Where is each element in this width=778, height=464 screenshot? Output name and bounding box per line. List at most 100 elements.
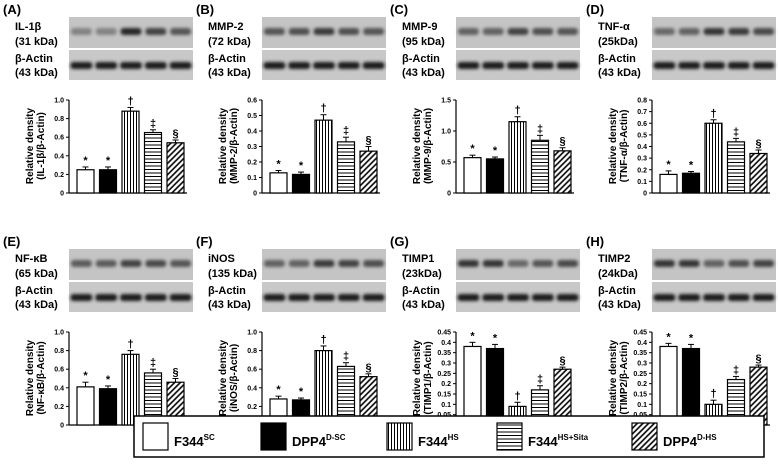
y-tick-label: 0.3	[637, 156, 647, 163]
panel-6: (F)iNOS(135 kDa)β-Actin(43 kDa)00.20.40.…	[196, 234, 386, 430]
y-tick-label: 0.2	[54, 172, 64, 179]
protein-band	[753, 28, 775, 35]
y-tick-label: 0.6	[247, 98, 257, 105]
y-axis-label: Relative density (TNF-α/β-Actin)	[608, 107, 630, 184]
protein-band	[557, 28, 579, 35]
actin-band	[362, 294, 385, 301]
actin-band	[169, 294, 192, 301]
significance-mark: †	[127, 95, 133, 107]
bar	[485, 158, 505, 194]
legend-label: DPP4D-SC	[292, 433, 346, 449]
bar	[336, 141, 356, 194]
actin-band	[531, 294, 554, 301]
y-tick-label: 0.2	[637, 167, 647, 174]
actin-kda: (43 kDa)	[402, 67, 445, 79]
y-axis-label-line2: (MMP-9/β-Actin)	[423, 108, 434, 184]
significance-mark: †	[514, 390, 520, 402]
actin-band	[120, 62, 142, 69]
protein-band	[557, 260, 579, 267]
y-tick-label: 1.0	[441, 129, 451, 136]
y-tick-label: 0.7	[637, 109, 647, 116]
legend-label-sup: D-SC	[326, 433, 346, 442]
bar	[659, 173, 678, 194]
actin-band	[337, 294, 360, 301]
protein-band	[507, 28, 529, 35]
protein-kda: (25kDa)	[598, 36, 638, 48]
y-axis-label: Relative density (MMP-2/β-Actin)	[218, 107, 240, 184]
actin-band	[457, 294, 480, 301]
significance-mark: ‡	[733, 126, 739, 138]
protein-band	[482, 260, 504, 267]
y-axis-label-line2: (TIMP1/β-Actin)	[423, 341, 434, 414]
protein-label: MMP-2	[208, 21, 243, 33]
y-tick-label: 0.8	[637, 98, 647, 105]
significance-mark: §	[365, 362, 371, 374]
protein-label: iNOS	[208, 253, 235, 265]
protein-band	[728, 260, 750, 267]
bar	[659, 345, 678, 426]
significance-mark: †	[514, 105, 520, 117]
significance-mark: *	[493, 145, 498, 157]
legend-label-base: F344	[418, 434, 448, 449]
legend-label: F344SC	[174, 433, 215, 449]
bar	[463, 157, 482, 194]
bar	[98, 388, 118, 426]
bar	[359, 150, 378, 194]
significance-mark: *	[666, 331, 671, 343]
y-tick-label: 0.3	[247, 144, 257, 151]
bar	[726, 141, 746, 194]
significance-mark: ‡	[343, 351, 349, 363]
bar	[76, 386, 95, 426]
actin-band	[144, 62, 167, 69]
panel-letter: (D)	[586, 2, 604, 17]
protein-band	[507, 260, 529, 267]
y-axis-label-line1: Relative density	[218, 339, 229, 416]
actin-band	[288, 62, 311, 69]
actin-band	[120, 294, 142, 301]
panel-letter: (E)	[3, 234, 20, 249]
bar	[98, 169, 118, 194]
y-axis-label: Relative density (IL-1β/β-Actin)	[25, 107, 47, 184]
protein-band	[678, 28, 700, 35]
protein-band	[338, 260, 360, 267]
actin-label: β-Actin	[598, 285, 636, 297]
panel-2: (B) MMP-2 (72 kDa) β-Actin (43 kDa) 0 0.1 0.2 0.…	[196, 2, 386, 198]
legend-label-base: DPP4	[663, 434, 698, 449]
panel-7: (G)TIMP1(23kDa)β-Actin(43 kDa)00.050.10.…	[390, 234, 580, 430]
significance-mark: *	[666, 159, 671, 171]
significance-mark: †	[127, 339, 133, 351]
y-tick-label: 0.2	[247, 160, 257, 167]
significance-mark: §	[365, 135, 371, 147]
bar	[143, 131, 163, 194]
y-axis-label: Relative density (TIMP1/β-Actin)	[412, 339, 434, 416]
bar	[553, 150, 572, 194]
actin-band	[362, 62, 385, 69]
y-tick-label: 0	[60, 191, 64, 198]
protein-kda: (135 kDa)	[208, 268, 257, 280]
significance-mark: *	[276, 384, 281, 396]
protein-band	[653, 28, 675, 35]
protein-label: TNF-α	[598, 21, 630, 33]
actin-label: β-Actin	[598, 53, 636, 65]
actin-band	[95, 294, 118, 301]
significance-mark: *	[83, 155, 88, 167]
protein-band	[170, 260, 192, 267]
y-tick-label: 0.1	[247, 175, 257, 182]
significance-mark: †	[320, 103, 326, 115]
significance-mark: *	[689, 332, 694, 344]
y-axis-label-line1: Relative density	[412, 107, 423, 184]
y-axis-label: Relative density (MMP-9/β-Actin)	[412, 107, 434, 184]
significance-mark: †	[710, 108, 716, 120]
significance-mark: ‡	[150, 357, 156, 369]
bar	[314, 350, 333, 426]
legend-label: F344HS	[418, 433, 459, 449]
actin-band	[95, 62, 118, 69]
significance-mark: ‡	[343, 125, 349, 137]
actin-band	[288, 294, 311, 301]
protein-band	[703, 260, 725, 267]
bar	[681, 347, 701, 426]
legend-swatch	[142, 422, 169, 451]
panel-1: (A) IL-1β (31 kDa) β-Actin (43 kDa) 0 0.2 0.4 0.…	[3, 2, 193, 198]
bar	[508, 121, 527, 194]
